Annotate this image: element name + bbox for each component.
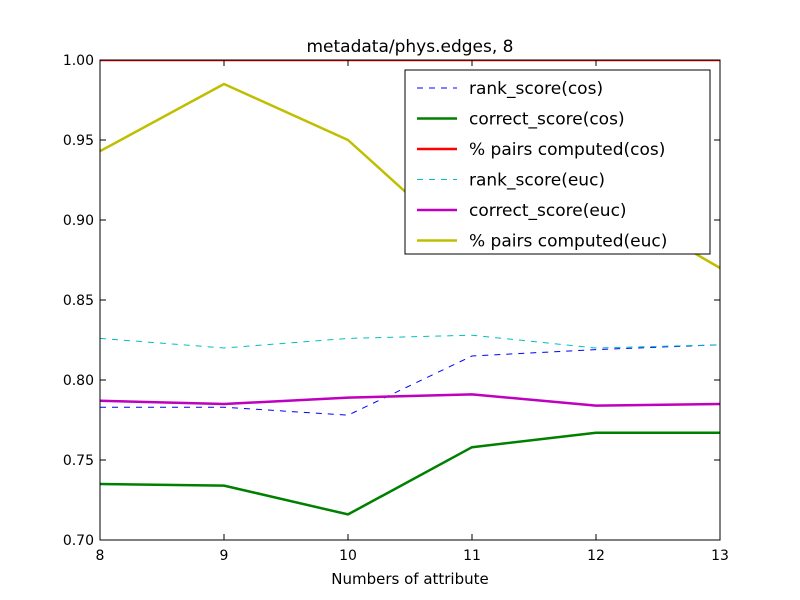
legend-label-4: correct_score(euc) xyxy=(469,201,627,221)
x-tick-label: 12 xyxy=(587,548,605,564)
series-line-1 xyxy=(100,431,720,516)
y-tick-label: 1.00 xyxy=(63,53,94,69)
x-tick-label: 11 xyxy=(463,548,481,564)
x-tick-label: 8 xyxy=(96,548,105,564)
y-tick-label: 0.75 xyxy=(63,453,94,469)
y-tick-label: 0.95 xyxy=(63,133,94,149)
legend-label-1: correct_score(cos) xyxy=(469,110,625,130)
x-tick-label: 10 xyxy=(339,548,357,564)
series-line-0 xyxy=(100,344,720,416)
x-axis-label: Numbers of attribute xyxy=(331,570,489,588)
y-tick-label: 0.90 xyxy=(63,213,94,229)
x-tick-label: 9 xyxy=(220,548,229,564)
legend-label-3: rank_score(euc) xyxy=(469,171,605,191)
series-line-4 xyxy=(100,393,720,407)
y-tick-label: 0.80 xyxy=(63,373,94,389)
legend-box xyxy=(404,69,711,255)
series-line-3 xyxy=(100,334,720,349)
legend-label-0: rank_score(cos) xyxy=(469,79,603,99)
legend-label-5: % pairs computed(euc) xyxy=(469,232,667,252)
y-tick-label: 0.70 xyxy=(63,533,94,549)
x-tick-label: 13 xyxy=(711,548,729,564)
legend-label-2: % pairs computed(cos) xyxy=(469,140,665,160)
y-tick-label: 0.85 xyxy=(63,293,94,309)
chart-title: metadata/phys.edges, 8 xyxy=(307,37,514,57)
